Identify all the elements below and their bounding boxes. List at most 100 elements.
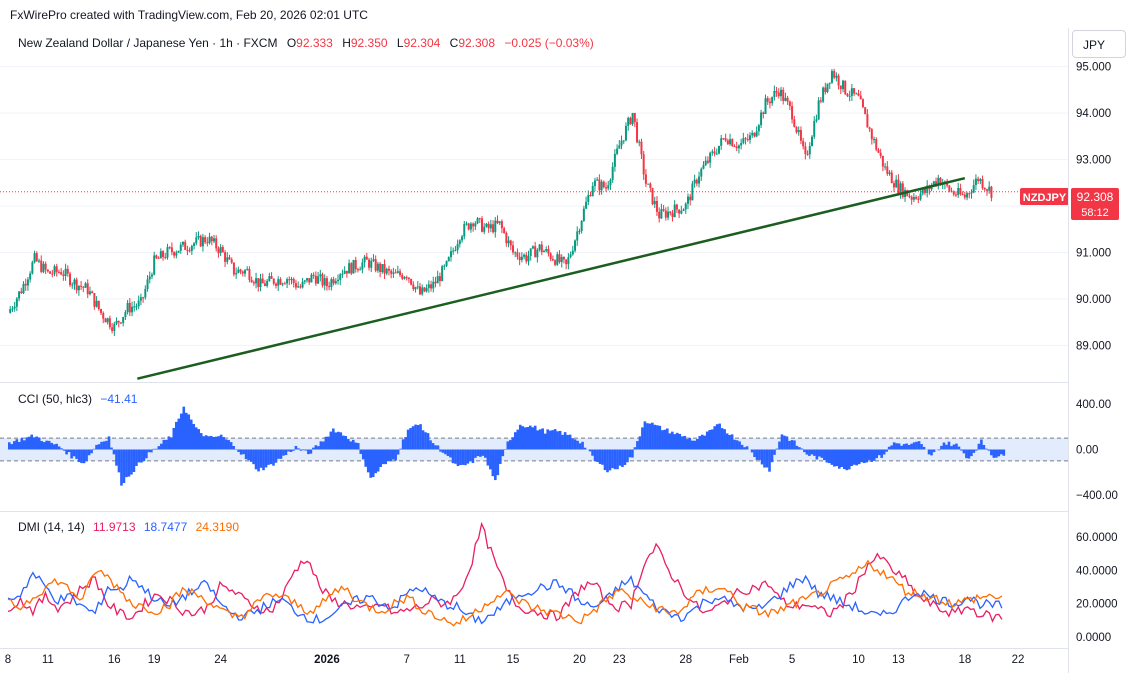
candle-body [266, 280, 269, 286]
candle-body [93, 293, 96, 307]
candle-body [500, 221, 503, 229]
cci-bar [292, 449, 295, 451]
candle-body [921, 188, 924, 194]
cci-bar [47, 440, 51, 450]
cci-axis[interactable]: 400.00 0.00 −400.00 [1076, 399, 1118, 502]
candle-body [190, 245, 193, 251]
candle-body [948, 185, 951, 191]
cci-bar [162, 439, 166, 450]
candle-body [106, 318, 109, 323]
cci-bar [638, 436, 642, 450]
currency-button[interactable]: JPY [1072, 30, 1126, 58]
price-axis[interactable]: 89.00090.00091.00092.00093.00094.00095.0… [1076, 62, 1111, 353]
candle-body [569, 254, 572, 258]
candle-body [713, 151, 716, 154]
cci-bar [666, 428, 669, 450]
candle-body [279, 279, 282, 285]
candle-body [317, 276, 320, 284]
cci-bar [972, 449, 976, 453]
cci-bar [705, 431, 709, 450]
candle-body [261, 278, 264, 284]
cci-bar [504, 448, 507, 450]
cci-bar [404, 437, 407, 450]
cci-bar [257, 449, 260, 472]
cci-bar [900, 445, 903, 450]
candle-body [842, 80, 845, 90]
candle-body [691, 183, 694, 201]
candle-body [507, 240, 510, 244]
candle-body [890, 172, 893, 184]
candle-body [228, 257, 231, 260]
high-label: H [342, 36, 351, 50]
cci-bar [977, 443, 981, 450]
cci-bar [264, 449, 268, 468]
cci-bar [932, 449, 936, 453]
candle-body [438, 276, 441, 281]
candle-body [337, 279, 340, 282]
cci-bar [623, 449, 627, 465]
candle-body [387, 268, 390, 271]
candle-body [376, 263, 379, 271]
cci-bar [105, 440, 108, 450]
time-tick-label: 16 [108, 654, 121, 666]
candle-body [682, 209, 685, 211]
cci-bar [35, 436, 39, 450]
candle-body [26, 279, 29, 286]
candle-body [334, 281, 337, 284]
adx-value: 24.3190 [196, 520, 240, 534]
candle-body [370, 260, 373, 268]
support-trendline[interactable] [137, 176, 966, 380]
cci-bar [910, 443, 913, 450]
cci-bar [277, 449, 280, 459]
cci-bar [927, 449, 931, 455]
cci-pane[interactable]: 400.00 0.00 −400.00 CCI (50, hlc3) −41.41 [0, 392, 1118, 502]
cci-bar [713, 426, 716, 450]
cci-bar [202, 436, 206, 450]
cci-bar [603, 449, 607, 471]
time-axis[interactable]: 8 11 16 19 24 2026 7 11 15 20 23 28 Feb 5 10 13 18 22 [5, 654, 1025, 666]
candle-body [702, 165, 705, 169]
candle-body [498, 221, 501, 224]
cci-bar [646, 423, 649, 450]
candle-body [133, 306, 136, 308]
cci-bar [62, 449, 66, 451]
candle-body [461, 236, 464, 241]
cci-bar [546, 429, 549, 450]
attribution-text: FxWirePro created with TradingView.com, … [10, 8, 368, 22]
candle-body [434, 281, 437, 284]
price-tick-label: 93.000 [1076, 155, 1111, 167]
candle-body [910, 196, 913, 200]
price-pane[interactable]: 89.00090.00091.00092.00093.00094.00095.0… [0, 36, 1119, 380]
candle-body [476, 218, 479, 224]
cci-bar [820, 449, 824, 458]
cci-bar [389, 449, 392, 462]
dmi-axis[interactable]: 0.0000 20.0000 40.0000 60.0000 [1076, 532, 1118, 644]
cci-bar [356, 443, 360, 450]
candle-body [88, 291, 91, 295]
candle-body [775, 90, 778, 93]
candle-body [447, 257, 450, 261]
candle-body [773, 90, 776, 98]
candle-body [655, 200, 658, 212]
candle-body [57, 271, 60, 273]
candle-body [839, 85, 842, 90]
candle-body [66, 268, 69, 274]
cci-bar [576, 440, 579, 450]
dmi-pane[interactable]: 0.0000 20.0000 40.0000 60.0000 DMI (14, 14)… [7, 520, 1118, 644]
cci-bar [10, 444, 14, 450]
candle-body [875, 139, 878, 150]
candle-body [166, 247, 169, 258]
cci-bar [52, 444, 56, 450]
candle-body [18, 291, 21, 299]
candle-body [985, 189, 988, 191]
candle-body [49, 271, 52, 274]
cci-bar [319, 441, 323, 450]
candle-body [430, 284, 433, 289]
cci-bar [818, 449, 821, 457]
candle-body [983, 188, 986, 190]
cci-bar [513, 432, 517, 450]
candle-body [195, 237, 198, 244]
candle-body [811, 136, 814, 147]
price-tick-label: 91.000 [1076, 247, 1111, 259]
